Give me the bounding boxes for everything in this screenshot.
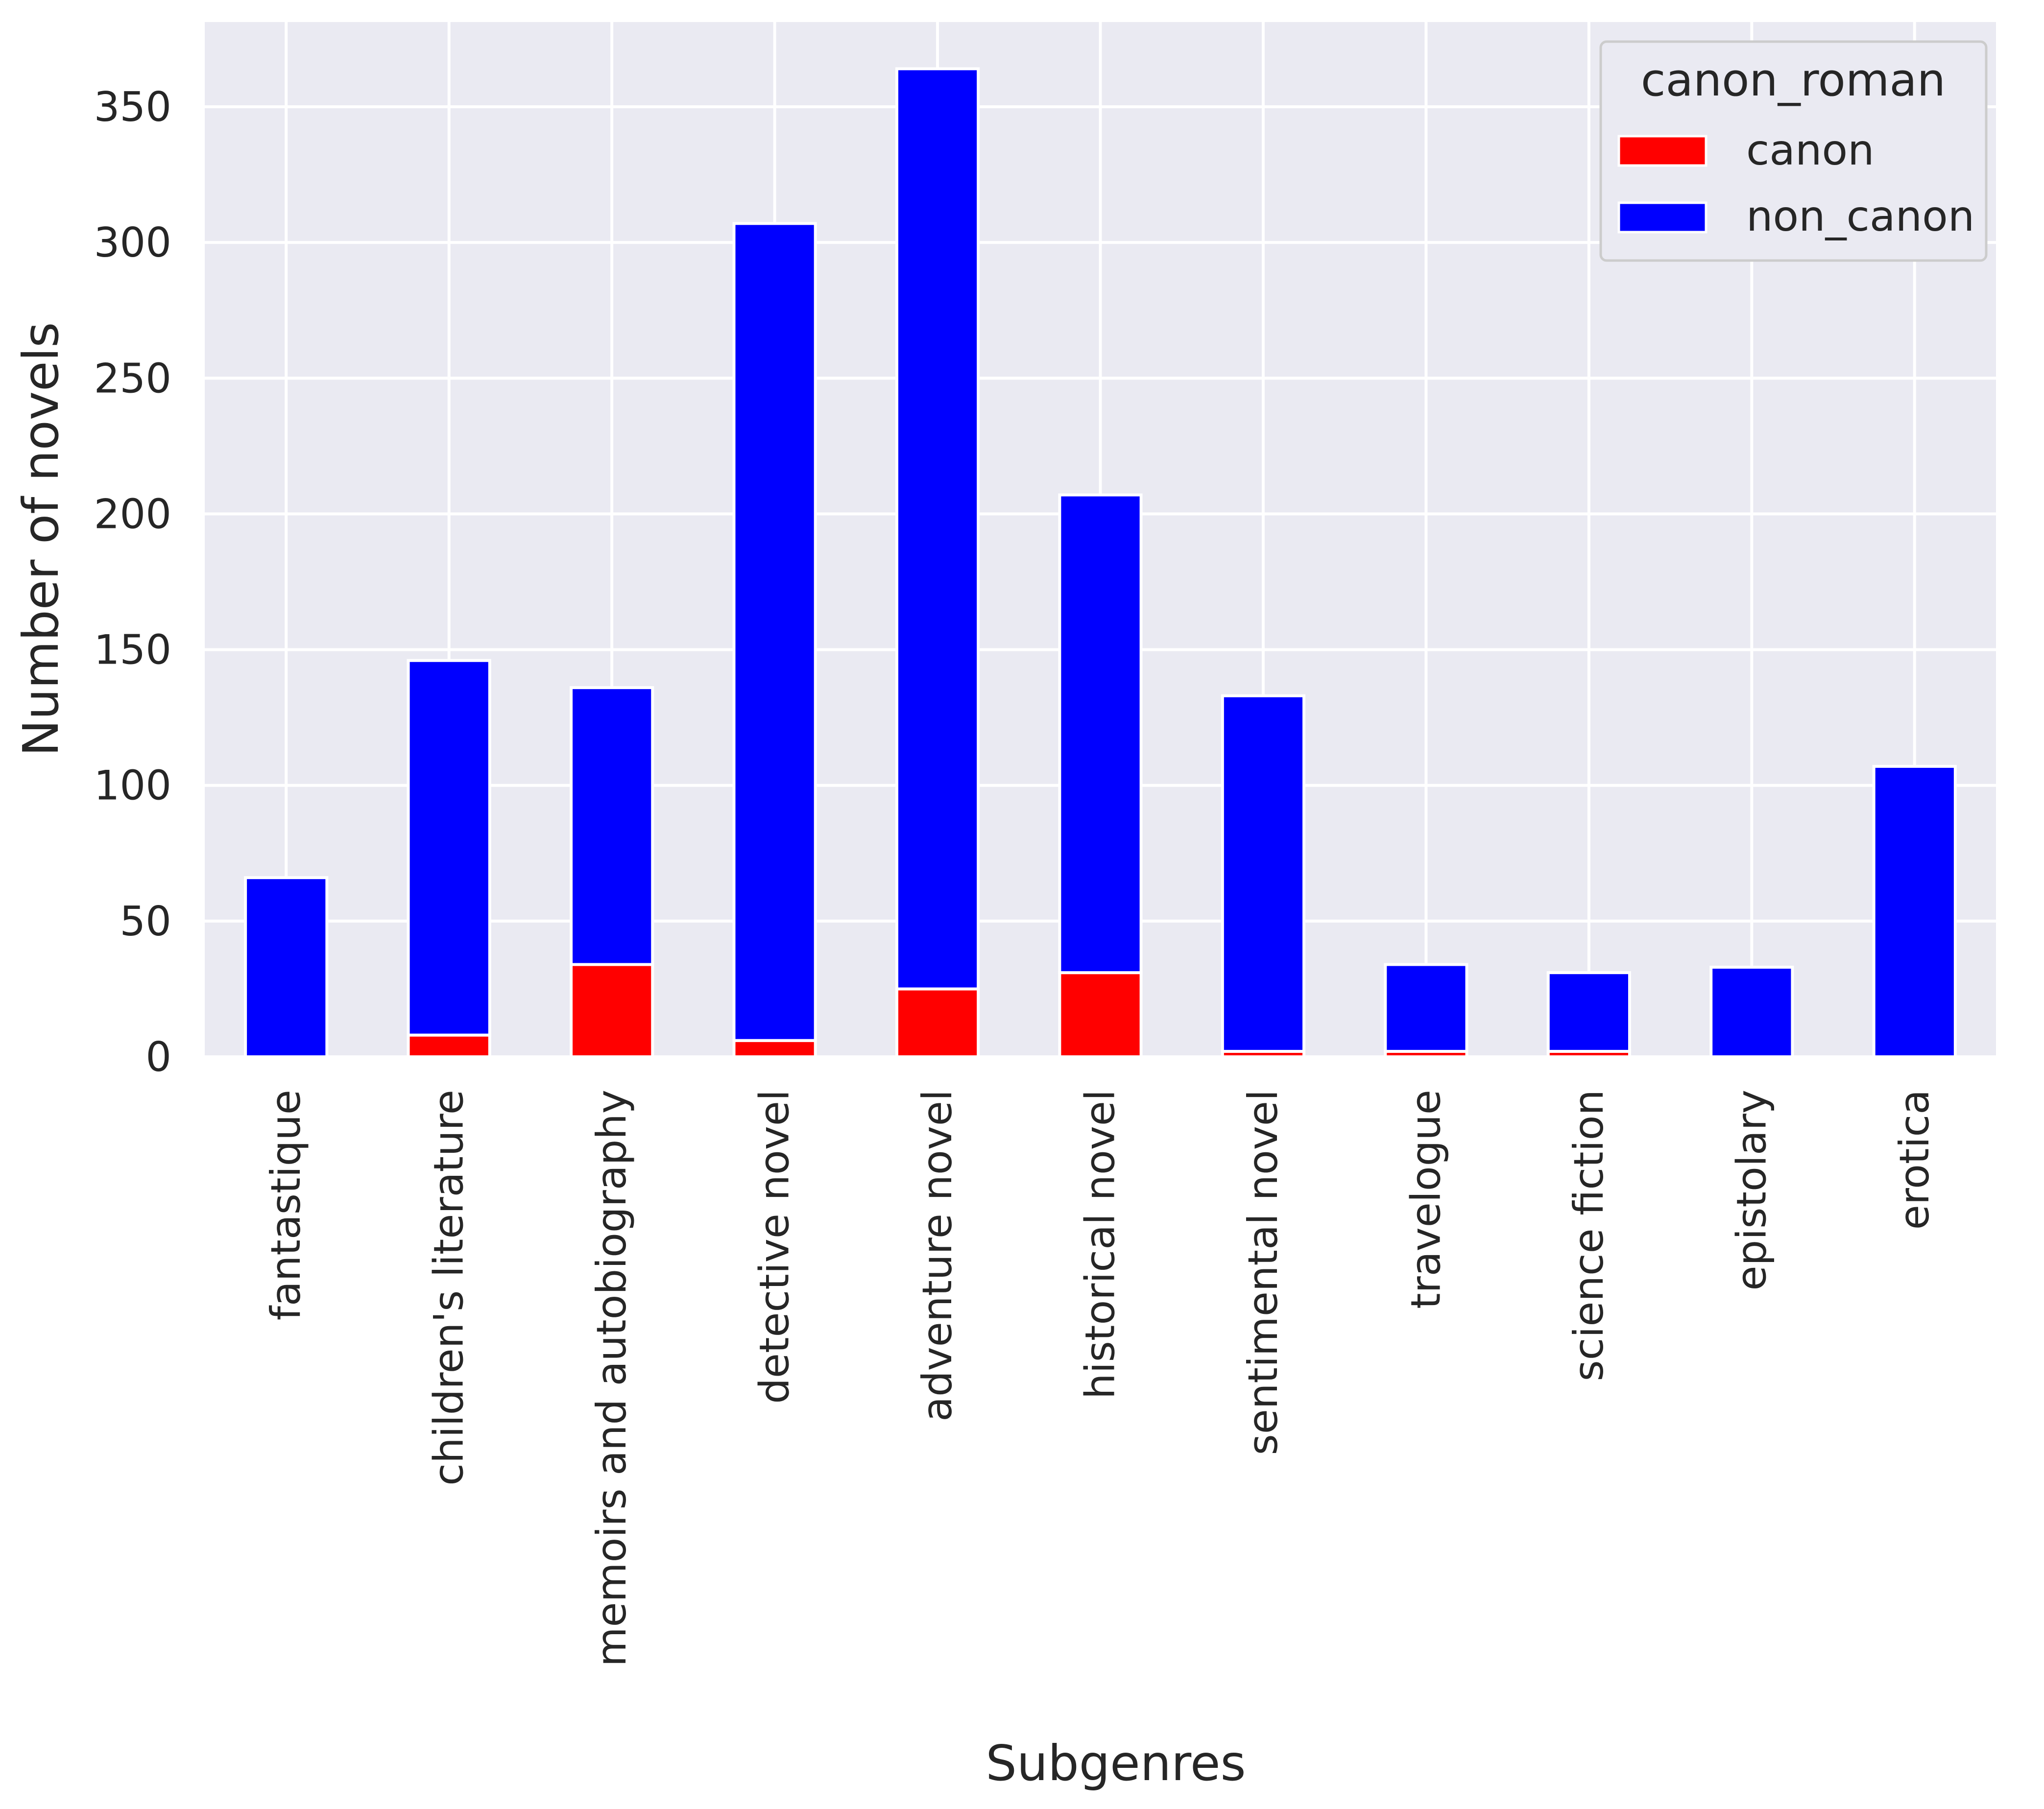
- y-tick-label: 250: [94, 355, 171, 402]
- bars: [244, 67, 1957, 1059]
- bar-canon-1: [407, 1033, 491, 1059]
- y-tick-label: 300: [94, 219, 171, 266]
- bar-non-canon-7: [1384, 963, 1468, 1053]
- bar-non-canon-4: [895, 67, 980, 991]
- bar-non-canon-6: [1221, 694, 1306, 1053]
- y-axis-title: Number of novels: [12, 322, 70, 757]
- x-tick-label: detective novel: [751, 1090, 798, 1404]
- bar-non-canon-10: [1872, 764, 1957, 1058]
- bar-non-canon-9: [1709, 966, 1794, 1058]
- bar-canon-4: [895, 987, 980, 1059]
- legend-swatch-canon: [1617, 135, 1707, 167]
- x-tick-labels: fantastique children's literature memoirs …: [262, 1090, 1938, 1666]
- x-tick-label: erotica: [1891, 1090, 1938, 1230]
- bar-non-canon-2: [570, 686, 654, 966]
- y-tick-label: 200: [94, 490, 171, 538]
- legend: canon_roman canon non_canon: [1599, 40, 1988, 262]
- y-tick-label: 150: [94, 626, 171, 674]
- y-tick-labels: 0 50 100 150 200 250 300 350: [94, 83, 171, 1081]
- x-tick-label: sentimental novel: [1239, 1090, 1287, 1455]
- x-tick-label: children's literature: [425, 1090, 473, 1486]
- bar-non-canon-8: [1546, 971, 1631, 1053]
- x-tick-label: science fiction: [1565, 1090, 1612, 1381]
- bar-canon-2: [570, 963, 654, 1058]
- legend-label-canon: canon: [1746, 126, 1875, 175]
- bar-non-canon-3: [732, 222, 817, 1042]
- legend-label-non-canon: non_canon: [1746, 192, 1974, 241]
- bar-non-canon-0: [244, 876, 329, 1058]
- bar-non-canon-5: [1058, 493, 1143, 975]
- bar-canon-5: [1058, 971, 1143, 1058]
- bar-canon-3: [732, 1039, 817, 1059]
- bar-non-canon-1: [407, 659, 491, 1037]
- legend-title: canon_roman: [1641, 54, 1946, 106]
- x-tick-label: adventure novel: [914, 1090, 961, 1422]
- y-tick-label: 350: [94, 83, 171, 131]
- x-tick-label: fantastique: [262, 1090, 310, 1320]
- y-tick-label: 0: [145, 1033, 171, 1081]
- y-tick-label: 100: [94, 762, 171, 809]
- y-tick-label: 50: [120, 898, 171, 945]
- x-axis-title: Subgenres: [986, 1735, 1246, 1792]
- x-tick-label: epistolary: [1728, 1090, 1775, 1291]
- x-tick-label: historical novel: [1077, 1090, 1124, 1399]
- legend-swatch-non-canon: [1617, 201, 1707, 234]
- x-tick-label: travelogue: [1402, 1090, 1449, 1309]
- x-tick-label: memoirs and autobiography: [588, 1090, 635, 1666]
